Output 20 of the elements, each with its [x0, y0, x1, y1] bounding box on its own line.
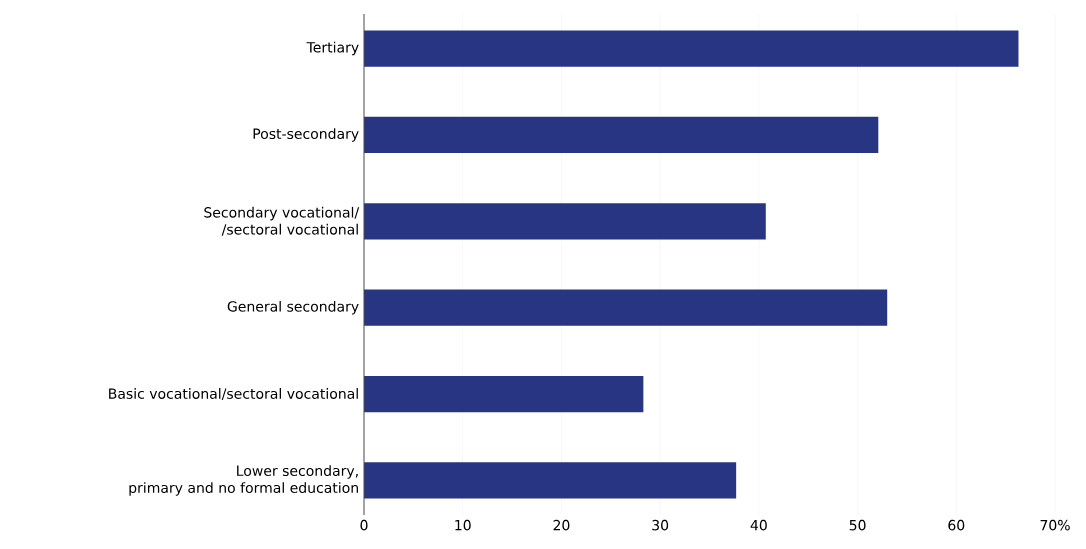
- x-tick-label: 40: [750, 519, 767, 531]
- x-tick-label: 70%: [1040, 519, 1070, 531]
- bar: [364, 462, 737, 499]
- y-tick-label: Secondary vocational/ /sectoral vocational: [204, 206, 360, 236]
- y-tick-label: Tertiary: [306, 41, 359, 56]
- x-tick-label: 10: [455, 519, 471, 531]
- x-tick-label: 60: [948, 519, 965, 531]
- x-tick-label: 20: [553, 519, 570, 531]
- bar: [364, 116, 879, 154]
- bar: [364, 289, 888, 326]
- y-tick-label: General secondary: [227, 300, 359, 315]
- x-tick-label: 0: [360, 519, 368, 531]
- y-tick-label: Post-secondary: [253, 128, 359, 142]
- bar: [364, 30, 1019, 67]
- bar: [364, 375, 644, 413]
- bar: [364, 203, 766, 240]
- y-tick-label: Basic vocational/sectoral vocational: [109, 388, 358, 401]
- y-tick-label: Lower secondary, primary and no formal education: [129, 465, 358, 496]
- x-tick-label: 30: [652, 519, 669, 531]
- x-tick-label: 50: [849, 519, 866, 531]
